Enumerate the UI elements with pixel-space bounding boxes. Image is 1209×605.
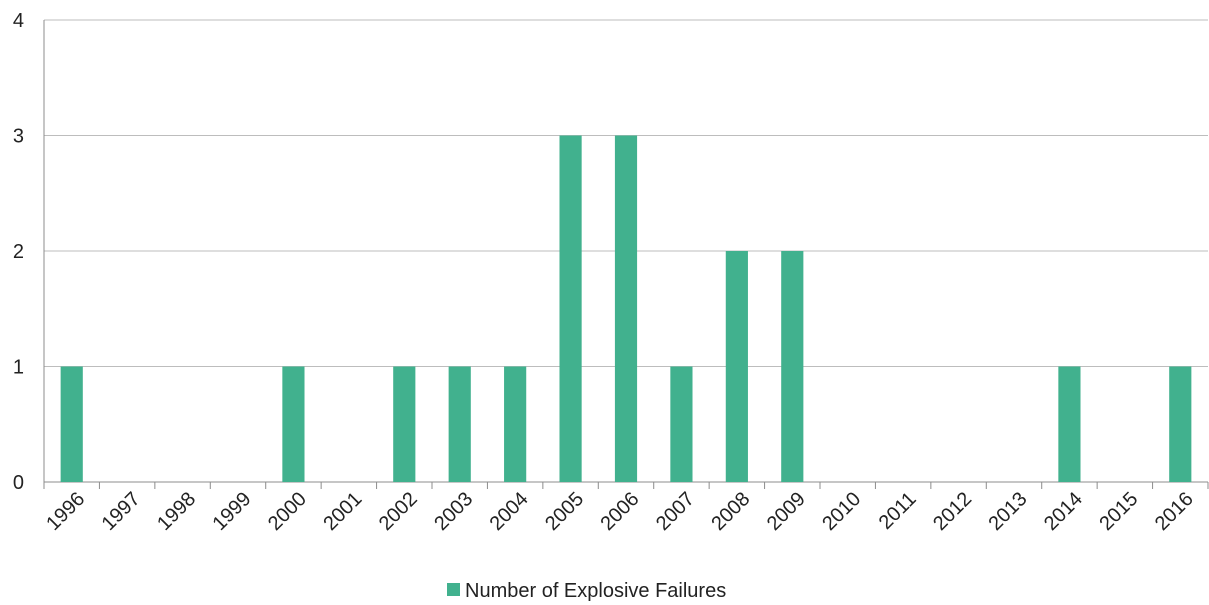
bar bbox=[1169, 366, 1192, 482]
x-tick-label: 2005 bbox=[541, 488, 588, 535]
x-tick-label: 2001 bbox=[319, 488, 366, 535]
bar bbox=[1058, 366, 1081, 482]
x-tick-label: 1999 bbox=[209, 488, 256, 535]
x-tick-label: 2006 bbox=[597, 488, 644, 535]
x-tick-label: 2003 bbox=[430, 488, 477, 535]
x-tick-label: 1997 bbox=[98, 488, 145, 535]
bar bbox=[670, 366, 693, 482]
x-tick-label: 2000 bbox=[264, 488, 311, 535]
x-tick-label: 2010 bbox=[818, 488, 865, 535]
bar bbox=[725, 251, 748, 482]
x-tick-label: 1996 bbox=[42, 488, 89, 535]
x-tick-label: 2009 bbox=[763, 488, 810, 535]
x-tick-label: 1998 bbox=[153, 488, 200, 535]
bar bbox=[614, 135, 638, 482]
bar bbox=[448, 366, 471, 482]
y-tick-label: 3 bbox=[13, 126, 24, 148]
x-tick-label: 2007 bbox=[652, 488, 699, 535]
x-tick-label: 2011 bbox=[875, 488, 921, 534]
bar bbox=[781, 251, 804, 482]
y-tick-label: 1 bbox=[13, 357, 24, 379]
bar bbox=[282, 366, 305, 482]
x-tick-label: 2012 bbox=[929, 488, 976, 535]
bar bbox=[393, 366, 416, 482]
x-tick-label: 2013 bbox=[985, 488, 1032, 535]
bar bbox=[60, 366, 83, 482]
x-tick-label: 2002 bbox=[375, 488, 422, 535]
x-tick-label: 2004 bbox=[486, 488, 533, 535]
bar bbox=[504, 366, 527, 482]
x-tick-label: 2008 bbox=[707, 488, 754, 535]
x-tick-label: 2016 bbox=[1151, 488, 1198, 535]
y-tick-label: 4 bbox=[13, 10, 24, 32]
x-tick-label: 2014 bbox=[1040, 488, 1087, 535]
legend-label: Number of Explosive Failures bbox=[465, 580, 726, 602]
y-tick-label: 2 bbox=[13, 241, 24, 263]
x-tick-label: 2015 bbox=[1095, 488, 1142, 535]
legend-swatch bbox=[447, 583, 460, 596]
bar bbox=[559, 135, 582, 482]
y-tick-label: 0 bbox=[13, 472, 24, 494]
